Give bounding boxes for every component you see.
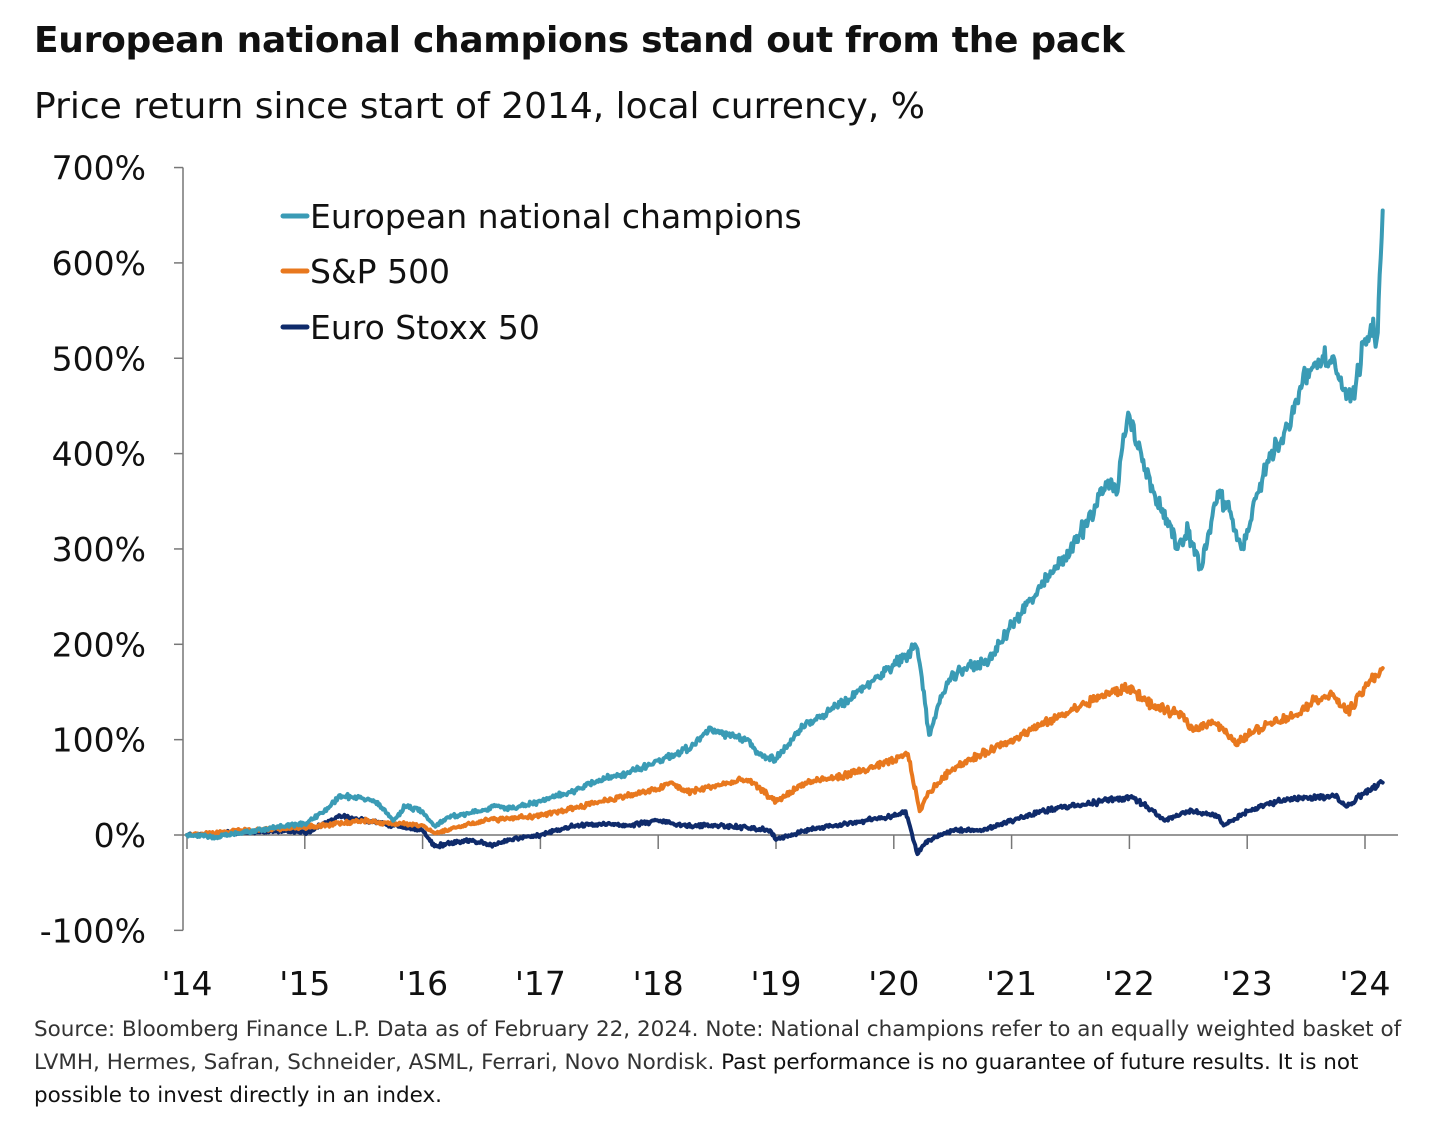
- x-axis: '14 '15 '16 '17 '18 '19 '20 '21 '22 '23 '24: [161, 834, 1398, 1003]
- series-line-s-p-500: [185, 666, 1385, 839]
- y-tick-label: 200%: [52, 625, 146, 664]
- legend-label: European national champions: [310, 197, 802, 236]
- y-tick-label: -100%: [40, 911, 146, 950]
- x-tick-label: '19: [750, 964, 801, 1003]
- footnote: Source: Bloomberg Finance L.P. Data as o…: [34, 1013, 1414, 1112]
- x-tick-label: '23: [1222, 964, 1273, 1003]
- footnote-source: Source: Bloomberg Finance L.P. Data as o…: [34, 1017, 1402, 1075]
- chart-svg: -100%0%100%200%300%400%500%600%700% '14 '…: [40, 149, 1398, 1003]
- series-lines: [185, 208, 1385, 857]
- x-tick-label: '20: [868, 964, 919, 1003]
- x-tick-label: '24: [1339, 964, 1390, 1003]
- footnote-disclaimer: Past performance is no guarantee of futu…: [34, 1050, 1359, 1108]
- x-tick-label: '21: [986, 964, 1037, 1003]
- y-axis: -100% 0% 100% 200% 300% 400% 500% 600% 700%: [40, 149, 184, 950]
- y-tick-label: 400%: [52, 435, 146, 474]
- chart-title: European national champions stand out fr…: [34, 20, 1125, 61]
- y-tick-label: 500%: [52, 339, 146, 378]
- y-tick-label: 300%: [52, 530, 146, 569]
- x-tick-label: '15: [279, 964, 330, 1003]
- legend-label: Euro Stoxx 50: [310, 308, 540, 347]
- chart-subtitle: Price return since start of 2014, local …: [34, 86, 925, 127]
- x-tick-label: '22: [1104, 964, 1155, 1003]
- y-tick-label: 0%: [94, 816, 146, 855]
- series-line-european-national-champions: [185, 208, 1385, 841]
- x-tick-label: '18: [633, 964, 684, 1003]
- legend-label: S&P 500: [310, 252, 450, 291]
- x-tick-label: '16: [397, 964, 448, 1003]
- y-tick-label: 100%: [52, 721, 146, 760]
- x-tick-label: '17: [515, 964, 566, 1003]
- x-tick-label: '14: [161, 964, 212, 1003]
- y-tick-label: 600%: [52, 244, 146, 283]
- legend: European national champions S&P 500 Euro S…: [280, 197, 802, 347]
- y-tick-label: 700%: [52, 149, 146, 188]
